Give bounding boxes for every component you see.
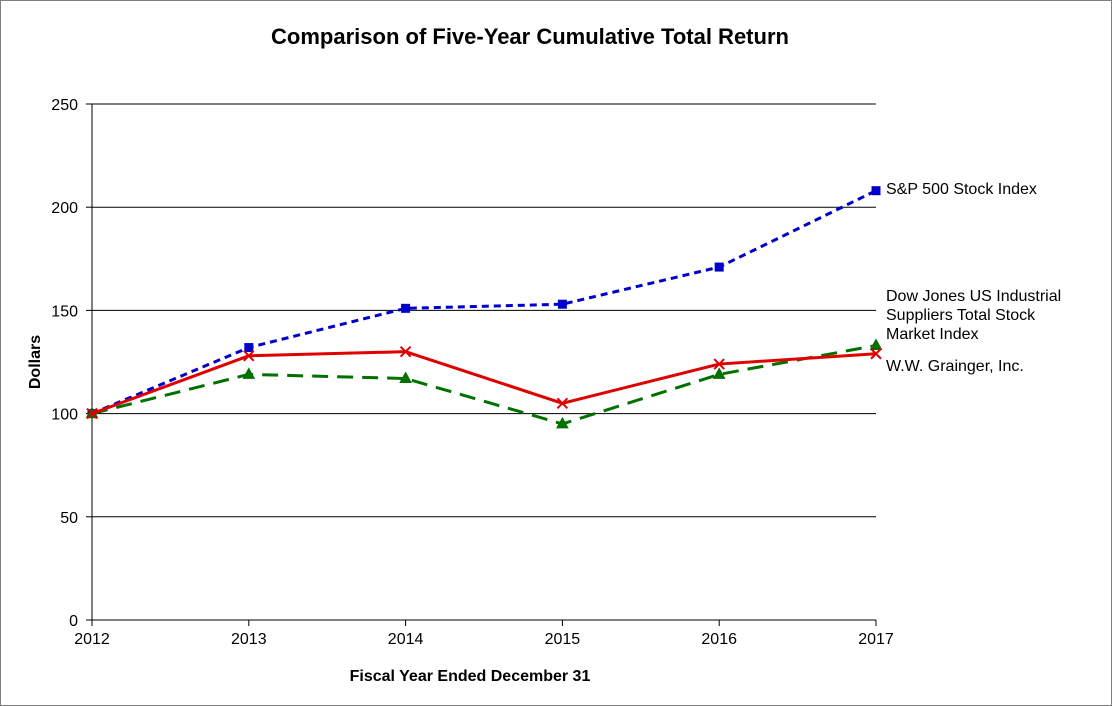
data-point-dow-jones-us-industrial-suppliers-total-stock-market-index-2016 bbox=[712, 367, 726, 379]
plot-area: 0 50 100 150 200 250 2012 2013 2014 2015 2016 2017 bbox=[51, 97, 894, 648]
data-point-w-w-grainger-inc-2012 bbox=[86, 407, 98, 420]
series-labels: S&P 500 Stock Index Dow Jones US Industri… bbox=[886, 181, 1061, 375]
x-axis-ticks: 2012 2013 2014 2015 2016 2017 bbox=[74, 620, 894, 648]
series-s-p-500-stock-index bbox=[87, 186, 881, 419]
data-point-dow-jones-us-industrial-suppliers-total-stock-market-index-2013 bbox=[242, 367, 256, 379]
series-dow-jones-us-industrial-suppliers-total-stock-market-index bbox=[85, 338, 883, 429]
data-point-dow-jones-us-industrial-suppliers-total-stock-market-index-2014 bbox=[399, 371, 412, 384]
data-point-dow-jones-us-industrial-suppliers-total-stock-market-index-2017 bbox=[869, 338, 883, 350]
x-tick-label-2013: 2013 bbox=[231, 631, 267, 648]
y-tick-label-50: 50 bbox=[60, 510, 78, 527]
data-point-s-p-500-stock-index-2017 bbox=[871, 186, 881, 196]
data-point-s-p-500-stock-index-2014 bbox=[401, 303, 411, 313]
y-axis-title: Dollars bbox=[27, 335, 44, 389]
data-point-w-w-grainger-inc-2013 bbox=[243, 350, 255, 362]
data-point-dow-jones-us-industrial-suppliers-total-stock-market-index-2015 bbox=[556, 416, 569, 429]
x-tick-label-2017: 2017 bbox=[858, 631, 894, 648]
x-tick-label-2012: 2012 bbox=[74, 631, 110, 648]
data-point-s-p-500-stock-index-2015 bbox=[557, 299, 567, 309]
y-axis-ticks: 0 50 100 150 200 250 bbox=[51, 97, 92, 630]
x-tick-label-2014: 2014 bbox=[388, 631, 424, 648]
y-tick-label-100: 100 bbox=[51, 407, 78, 424]
data-point-w-w-grainger-inc-2017 bbox=[870, 348, 882, 360]
y-tick-label-200: 200 bbox=[51, 200, 78, 217]
data-point-w-w-grainger-inc-2016 bbox=[713, 358, 725, 370]
data-point-s-p-500-stock-index-2016 bbox=[714, 262, 724, 272]
series-layer bbox=[85, 186, 883, 429]
series-line-w-w-grainger-inc bbox=[91, 350, 877, 416]
series-label-s-p-500-stock-index: S&P 500 Stock Index bbox=[886, 181, 1037, 198]
y-tick-label-150: 150 bbox=[51, 303, 78, 320]
chart-title: Comparison of Five-Year Cumulative Total… bbox=[271, 24, 789, 49]
data-point-w-w-grainger-inc-2014 bbox=[399, 345, 412, 358]
data-point-s-p-500-stock-index-2013 bbox=[244, 343, 254, 353]
series-w-w-grainger-inc bbox=[86, 345, 882, 420]
series-label-dow-jones-us-industrial-suppliers-total-stock-market-index: Dow Jones US Industrial Suppliers Total S… bbox=[886, 288, 1061, 343]
series-line-s-p-500-stock-index bbox=[91, 189, 877, 415]
data-point-w-w-grainger-inc-2015 bbox=[556, 397, 569, 409]
x-axis-title: Fiscal Year Ended December 31 bbox=[350, 668, 591, 685]
series-label-w-w-grainger-inc: W.W. Grainger, Inc. bbox=[886, 358, 1024, 375]
series-line-dow-jones-us-industrial-suppliers-total-stock-market-index bbox=[91, 344, 877, 426]
x-tick-label-2015: 2015 bbox=[545, 631, 581, 648]
x-tick-label-2016: 2016 bbox=[701, 631, 737, 648]
gridlines bbox=[92, 103, 876, 518]
y-tick-label-0: 0 bbox=[69, 613, 78, 630]
y-tick-label-250: 250 bbox=[51, 97, 78, 114]
